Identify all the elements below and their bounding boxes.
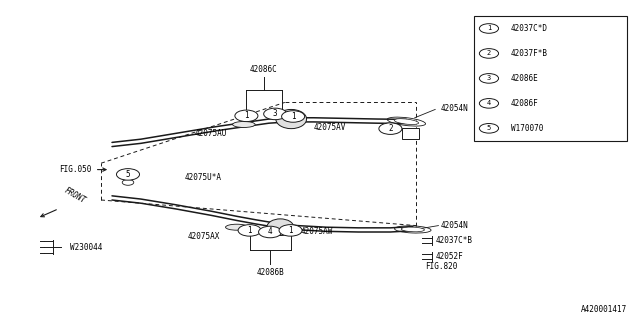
Circle shape	[259, 226, 282, 238]
Text: 42037C*D: 42037C*D	[511, 24, 548, 33]
Text: 4: 4	[487, 100, 491, 106]
Text: FRONT: FRONT	[63, 186, 87, 205]
Ellipse shape	[225, 224, 248, 230]
Ellipse shape	[232, 122, 255, 127]
Circle shape	[479, 49, 499, 58]
Text: 42075AU: 42075AU	[195, 129, 227, 138]
Bar	[474, 16, 627, 141]
Text: 42075AW: 42075AW	[301, 227, 333, 236]
Text: A: A	[408, 129, 413, 138]
Ellipse shape	[276, 109, 307, 129]
Text: 5: 5	[487, 125, 491, 131]
Text: 5: 5	[125, 170, 131, 179]
Text: 4: 4	[268, 228, 273, 236]
Text: 2: 2	[388, 124, 393, 133]
Circle shape	[479, 74, 499, 83]
Text: 2: 2	[487, 51, 491, 56]
Text: 42037F*B: 42037F*B	[511, 49, 548, 58]
Circle shape	[238, 225, 261, 236]
Text: 42086F: 42086F	[511, 99, 538, 108]
Text: FIG.050: FIG.050	[59, 165, 92, 174]
Text: 42075U*A: 42075U*A	[185, 173, 222, 182]
Text: W230044: W230044	[70, 243, 103, 252]
Text: 1: 1	[291, 112, 296, 121]
Text: 42052F: 42052F	[435, 252, 463, 261]
Text: 42075AV: 42075AV	[314, 124, 346, 132]
Text: W170070: W170070	[511, 124, 543, 133]
Circle shape	[282, 111, 305, 122]
Circle shape	[479, 24, 499, 33]
Text: FIG.820: FIG.820	[426, 262, 458, 271]
Text: 42054N: 42054N	[440, 221, 468, 230]
Circle shape	[235, 110, 258, 122]
Circle shape	[479, 99, 499, 108]
Circle shape	[279, 225, 302, 236]
Text: 42075AX: 42075AX	[188, 232, 220, 241]
Ellipse shape	[267, 219, 294, 236]
Text: 1: 1	[487, 26, 491, 31]
Text: 1: 1	[247, 226, 252, 235]
Bar	[402, 128, 419, 139]
Text: 42086B: 42086B	[256, 268, 284, 277]
Text: 42037C*B: 42037C*B	[435, 236, 472, 245]
Circle shape	[379, 123, 402, 134]
Text: 42086C: 42086C	[250, 65, 278, 74]
Text: 3: 3	[273, 109, 278, 118]
Ellipse shape	[401, 227, 424, 232]
Text: 42086E: 42086E	[511, 74, 538, 83]
Text: A420001417: A420001417	[581, 305, 627, 314]
Circle shape	[479, 124, 499, 133]
Ellipse shape	[394, 119, 419, 124]
Text: 42054N: 42054N	[440, 104, 468, 113]
Text: 1: 1	[244, 111, 249, 120]
Circle shape	[116, 169, 140, 180]
Text: 3: 3	[487, 76, 491, 81]
Circle shape	[264, 108, 287, 120]
Text: 1: 1	[288, 226, 293, 235]
